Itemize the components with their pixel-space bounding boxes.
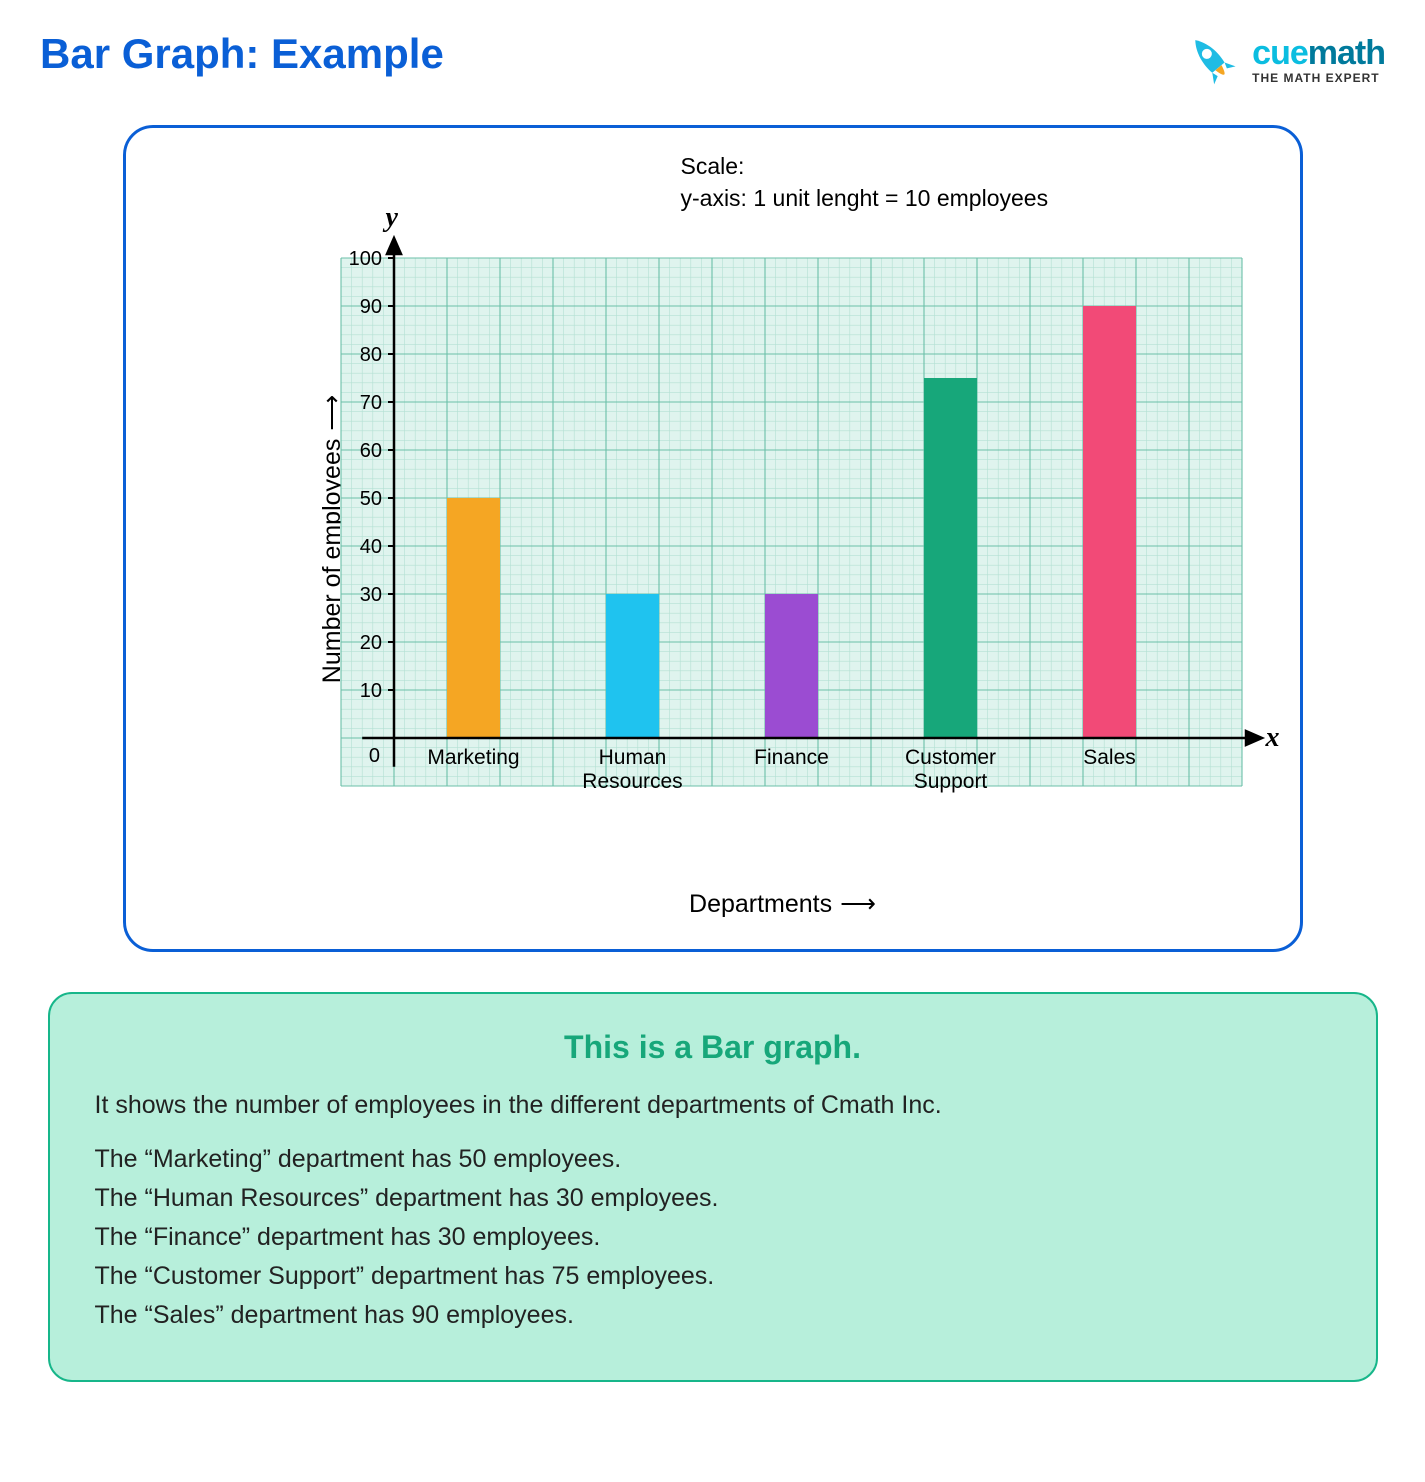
header: Bar Graph: Example cuemath THE MATH EXPE…	[40, 30, 1385, 90]
x-axis-title: Departments⟶	[306, 889, 1260, 919]
description-line: The “Finance” department has 30 employee…	[95, 1223, 1331, 1252]
y-tick-label: 60	[359, 440, 381, 462]
y-tick-label: 50	[359, 488, 381, 510]
description-lines: The “Marketing” department has 50 employ…	[95, 1145, 1331, 1330]
y-axis-letter: y	[386, 202, 398, 234]
origin-label: 0	[368, 745, 379, 767]
y-tick-label: 90	[359, 296, 381, 318]
description-line: The “Marketing” department has 50 employ…	[95, 1145, 1331, 1174]
logo-tagline: THE MATH EXPERT	[1252, 72, 1385, 84]
page-title: Bar Graph: Example	[40, 30, 444, 78]
y-tick-label: 80	[359, 344, 381, 366]
y-tick-label: 40	[359, 536, 381, 558]
bar	[765, 594, 818, 738]
category-label: CustomerSupport	[904, 746, 995, 793]
bar-chart-svg: 1020304050607080901000MarketingHumanReso…	[286, 228, 1282, 816]
description-card: This is a Bar graph. It shows the number…	[48, 992, 1378, 1382]
y-tick-label: 70	[359, 392, 381, 414]
description-line: The “Customer Support” department has 75…	[95, 1262, 1331, 1291]
bar	[1083, 306, 1136, 738]
y-tick-label: 10	[359, 680, 381, 702]
y-tick-label: 100	[348, 248, 381, 270]
plot-area: y x 1020304050607080901000MarketingHuman…	[286, 228, 1260, 881]
description-intro: It shows the number of employees in the …	[95, 1091, 1331, 1120]
rocket-icon	[1182, 30, 1242, 90]
bar	[447, 498, 500, 738]
bar	[924, 378, 977, 738]
description-title: This is a Bar graph.	[95, 1029, 1331, 1066]
chart-card: Scale: y-axis: 1 unit lenght = 10 employ…	[123, 125, 1303, 952]
category-label: Sales	[1083, 746, 1136, 769]
description-line: The “Sales” department has 90 employees.	[95, 1301, 1331, 1330]
category-labels	[286, 821, 1260, 881]
logo-wordmark: cuemath	[1252, 36, 1385, 70]
category-label: Finance	[754, 746, 829, 769]
brand-logo: cuemath THE MATH EXPERT	[1182, 30, 1385, 90]
bar	[606, 594, 659, 738]
description-line: The “Human Resources” department has 30 …	[95, 1184, 1331, 1213]
y-tick-label: 30	[359, 584, 381, 606]
x-axis-letter: x	[1266, 722, 1280, 754]
scale-note: Scale: y-axis: 1 unit lenght = 10 employ…	[681, 150, 1049, 214]
y-tick-label: 20	[359, 632, 381, 654]
category-label: Marketing	[427, 746, 519, 769]
